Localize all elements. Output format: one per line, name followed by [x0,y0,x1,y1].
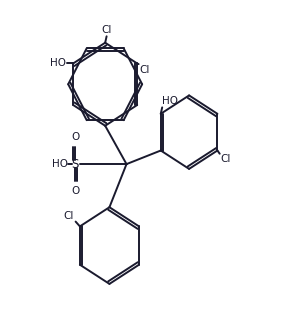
Text: HO: HO [50,58,66,69]
Text: Cl: Cl [64,211,74,221]
Text: Cl: Cl [139,65,150,75]
Text: HO: HO [162,96,177,106]
Text: Cl: Cl [220,154,231,164]
Text: HO: HO [52,159,68,169]
Text: O: O [71,132,79,142]
Text: S: S [72,158,79,171]
Text: Cl: Cl [102,25,112,35]
Text: O: O [71,186,79,196]
